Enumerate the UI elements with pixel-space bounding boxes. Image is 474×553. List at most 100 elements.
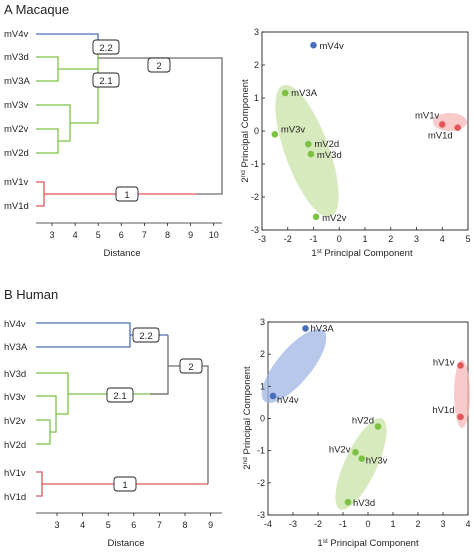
dendrogram-macaque: mV4v mV3d mV3A mV3v mV2v mV2d mV1v mV1d … bbox=[4, 29, 223, 259]
panel-a-title: A Macaque bbox=[4, 2, 69, 17]
data-point bbox=[358, 455, 366, 463]
x-tick-label: 8 bbox=[165, 230, 170, 240]
x-tick-label: 9 bbox=[208, 520, 213, 530]
x-tick-label: 7 bbox=[142, 230, 147, 240]
node-label: 2.2 bbox=[99, 43, 112, 54]
x-tick-label: -1 bbox=[339, 519, 347, 529]
point-label: mV1d bbox=[428, 131, 453, 142]
x-tick-label: 5 bbox=[465, 234, 470, 244]
x-tick-label: 3 bbox=[414, 234, 419, 244]
point-label: mV4v bbox=[320, 41, 345, 52]
leaf-label: hV1v bbox=[4, 468, 26, 479]
data-point bbox=[457, 362, 464, 369]
data-point bbox=[302, 325, 309, 332]
x-axis-label: Distance bbox=[104, 248, 141, 259]
y-axis-label: 2nd Principal Component bbox=[242, 366, 254, 470]
x-tick-label: -2 bbox=[284, 234, 292, 244]
point-label: mV2v bbox=[322, 213, 347, 224]
data-points: hV3A hV4v hV2d hV2v hV3v hV3d hV1v hV1d bbox=[269, 323, 464, 509]
point-label: mV3v bbox=[281, 124, 306, 135]
point-label: hV3A bbox=[311, 323, 335, 334]
point-label: hV1v bbox=[433, 357, 455, 368]
point-label: mV3A bbox=[291, 88, 318, 99]
x-tick-label: -3 bbox=[289, 519, 297, 529]
panel-b-title: B Human bbox=[4, 287, 58, 302]
node-label-box: 2.1 bbox=[92, 72, 120, 88]
x-tick-label: -4 bbox=[264, 519, 272, 529]
x-tick-label: -3 bbox=[258, 234, 266, 244]
node-label-box: 2 bbox=[147, 57, 171, 73]
y-axis-label: 2nd Principal Component bbox=[240, 79, 252, 183]
node-label-box: 2.2 bbox=[132, 327, 160, 343]
leaf-label: mV1d bbox=[4, 201, 29, 212]
x-axis-label: Distance bbox=[108, 538, 145, 549]
y-tick-label: 2 bbox=[254, 60, 259, 70]
node-label: 1 bbox=[124, 190, 129, 201]
data-point bbox=[310, 41, 317, 49]
x-tick-label: 3 bbox=[440, 519, 445, 529]
x-tick-label: 5 bbox=[106, 520, 111, 530]
data-point bbox=[271, 131, 279, 138]
y-tick-label: 0 bbox=[260, 414, 265, 424]
node-label-box: 2.1 bbox=[106, 387, 134, 403]
y-tick-label: -2 bbox=[251, 192, 259, 202]
data-point bbox=[374, 423, 382, 430]
x-tick-label: 2 bbox=[388, 234, 393, 244]
x-axis-label: 1st Principal Component bbox=[311, 248, 413, 260]
y-tick-label: 1 bbox=[260, 381, 265, 391]
point-label: mV2d bbox=[314, 139, 339, 150]
leaf-label: hV2v bbox=[4, 416, 26, 427]
data-point bbox=[307, 150, 315, 158]
point-label: hV1d bbox=[432, 405, 454, 416]
y-tick-label: -1 bbox=[257, 446, 265, 456]
leaf-label: mV2v bbox=[4, 124, 29, 135]
node-label: 2 bbox=[156, 61, 161, 72]
leaf-label: mV4v bbox=[4, 29, 29, 40]
leaf-label: hV4v bbox=[4, 319, 26, 330]
leaf-label: hV1d bbox=[4, 492, 26, 503]
x-tick-label: 5 bbox=[96, 230, 101, 240]
y-tick-label: 3 bbox=[254, 27, 259, 37]
cluster-ellipse-green bbox=[275, 84, 339, 218]
leaf-label: hV3d bbox=[4, 369, 26, 380]
x-tick-label: 6 bbox=[131, 520, 136, 530]
x-tick-label: 9 bbox=[188, 230, 193, 240]
x-tick-label: 1 bbox=[362, 234, 367, 244]
node-label-box: 1 bbox=[113, 476, 137, 492]
x-tick-label: 0 bbox=[365, 519, 370, 529]
node-label-box: 2 bbox=[179, 358, 203, 374]
leaf-label: mV3A bbox=[4, 76, 31, 87]
x-tick-label: 4 bbox=[73, 230, 78, 240]
data-point bbox=[269, 392, 277, 400]
branch-green bbox=[36, 47, 99, 82]
leaf-label: mV3v bbox=[4, 100, 29, 111]
point-label: hV3d bbox=[353, 498, 375, 509]
y-tick-label: -2 bbox=[257, 478, 265, 488]
dendrogram-human: hV4v hV3A hV3d hV3v hV2v hV2d hV1v hV1d … bbox=[4, 319, 222, 549]
data-point bbox=[454, 124, 462, 131]
leaf-label: hV3v bbox=[4, 392, 26, 403]
data-point bbox=[305, 140, 312, 148]
data-point bbox=[457, 413, 464, 421]
node-label-box: 1 bbox=[115, 186, 139, 202]
axis-ticks: -3 -2 -1 0 1 2 3 4 5 3 2 1 0 -1 -2 -3 bbox=[251, 27, 471, 244]
point-label: mV3d bbox=[317, 150, 342, 161]
point-label: hV2d bbox=[352, 416, 374, 427]
data-point bbox=[438, 121, 446, 128]
y-tick-label: 0 bbox=[254, 126, 259, 136]
node-label: 2.1 bbox=[113, 391, 126, 402]
cluster-ellipse-green bbox=[335, 418, 387, 510]
y-tick-label: -3 bbox=[257, 510, 265, 520]
x-tick-label: 8 bbox=[182, 520, 187, 530]
node-label-box: 2.2 bbox=[92, 39, 120, 55]
x-axis-label: 1st Principal Component bbox=[317, 538, 419, 550]
point-label: hV4v bbox=[277, 395, 299, 406]
x-tick-label: 2 bbox=[415, 519, 420, 529]
x-tick-label: 0 bbox=[337, 234, 342, 244]
x-tick-label: 3 bbox=[54, 520, 59, 530]
x-tick-label: 3 bbox=[49, 230, 54, 240]
